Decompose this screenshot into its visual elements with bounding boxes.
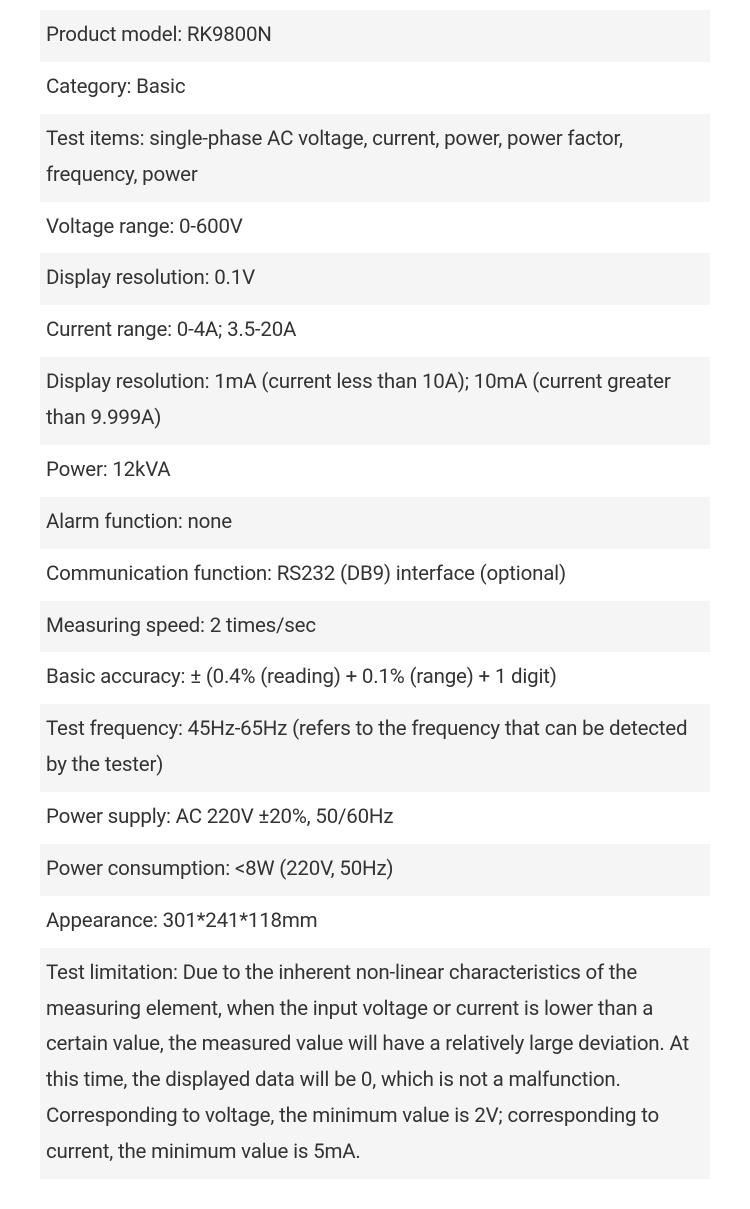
- spec-row: Communication function: RS232 (DB9) inte…: [40, 549, 710, 601]
- spec-row: Display resolution: 0.1V: [40, 253, 710, 305]
- spec-row: Test limitation: Due to the inherent non…: [40, 948, 710, 1179]
- spec-list: Product model: RK9800NCategory: BasicTes…: [40, 10, 710, 1179]
- spec-row: Basic accuracy: ± (0.4% (reading) + 0.1%…: [40, 652, 710, 704]
- spec-row: Current range: 0-4A; 3.5-20A: [40, 305, 710, 357]
- spec-row: Power supply: AC 220V ±20%, 50/60Hz: [40, 792, 710, 844]
- spec-row: Appearance: 301*241*118mm: [40, 896, 710, 948]
- spec-row: Power consumption: <8W (220V, 50Hz): [40, 844, 710, 896]
- spec-row: Measuring speed: 2 times/sec: [40, 601, 710, 653]
- spec-row: Category: Basic: [40, 62, 710, 114]
- spec-row: Product model: RK9800N: [40, 10, 710, 62]
- spec-row: Test items: single-phase AC voltage, cur…: [40, 114, 710, 202]
- spec-row: Test frequency: 45Hz-65Hz (refers to the…: [40, 704, 710, 792]
- spec-row: Alarm function: none: [40, 497, 710, 549]
- spec-row: Display resolution: 1mA (current less th…: [40, 357, 710, 445]
- spec-row: Power: 12kVA: [40, 445, 710, 497]
- spec-row: Voltage range: 0-600V: [40, 202, 710, 254]
